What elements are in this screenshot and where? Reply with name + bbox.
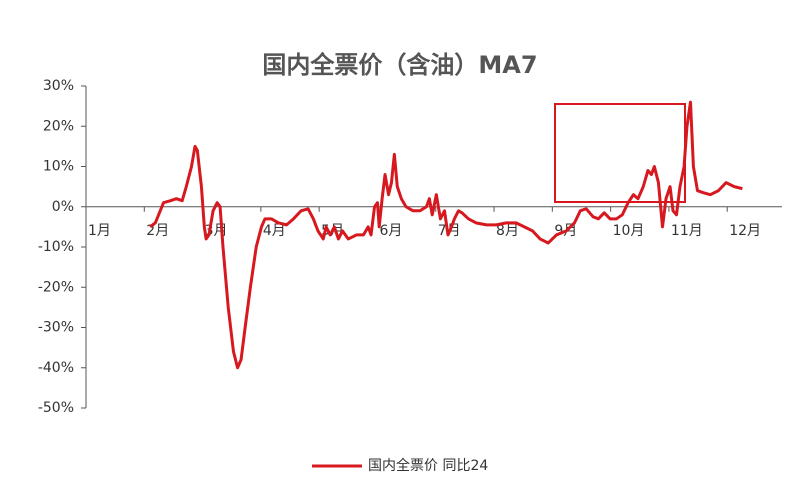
- x-tick-label: 2月: [146, 223, 169, 239]
- y-tick-label: -30%: [38, 320, 74, 336]
- y-tick-label: -50%: [38, 400, 74, 416]
- legend-label: 国内全票价 同比24: [368, 457, 488, 474]
- x-tick-label: 10月: [613, 223, 645, 239]
- highlight-box: [554, 103, 686, 203]
- y-tick-label: -40%: [38, 360, 74, 376]
- x-tick-label: 11月: [671, 223, 703, 239]
- x-tick-label: 4月: [263, 223, 286, 239]
- y-tick-label: 20%: [43, 118, 74, 134]
- x-tick-label: 8月: [496, 223, 519, 239]
- x-tick-label: 1月: [88, 223, 111, 239]
- line-series: [149, 100, 743, 370]
- y-tick-label: 30%: [43, 78, 74, 94]
- y-tick-label: -10%: [38, 239, 74, 255]
- y-tick-label: -20%: [38, 279, 74, 295]
- y-tick-label: 10%: [43, 159, 74, 175]
- x-tick-label: 6月: [379, 223, 402, 239]
- x-tick-label: 12月: [729, 223, 761, 239]
- chart-title: 国内全票价（含油）MA7: [262, 51, 537, 79]
- y-tick-label: 0%: [52, 199, 74, 215]
